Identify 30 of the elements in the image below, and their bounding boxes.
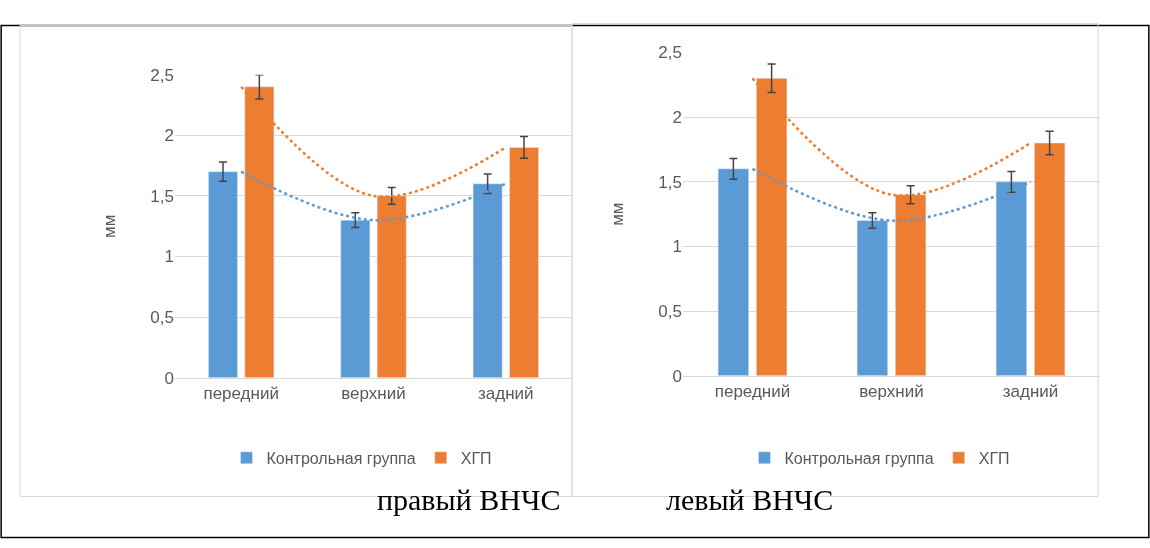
x-tick-label: передний	[714, 382, 791, 402]
x-tick-label: верхний	[341, 384, 406, 404]
bar	[208, 171, 238, 378]
y-tick-label: 0	[672, 366, 682, 386]
y-tick-label: 0,5	[658, 302, 682, 322]
text: правый ВНЧС	[377, 483, 561, 516]
y-axis-title: мм	[607, 202, 627, 226]
bar	[717, 168, 749, 376]
legend-label: ХГП	[978, 450, 1010, 468]
y-tick-label: 2,5	[658, 43, 682, 63]
text: левый ВНЧС	[666, 483, 834, 516]
x-tick-label: верхний	[859, 382, 924, 402]
legend-label: Контрольная группа	[266, 450, 416, 468]
y-axis-title: мм	[99, 214, 119, 238]
y-tick-label: 0	[164, 368, 174, 388]
legend-label: ХГП	[460, 450, 492, 468]
y-tick-label: 1	[164, 247, 174, 267]
y-tick-label: 1	[672, 237, 682, 257]
legend-label: Контрольная группа	[784, 450, 934, 468]
bar	[509, 147, 539, 378]
bar	[1034, 142, 1066, 376]
y-tick-label: 2	[164, 126, 174, 146]
x-tick-label: задний	[478, 384, 534, 404]
x-tick-label: задний	[1002, 382, 1059, 402]
y-tick-label: 0,5	[150, 308, 174, 328]
y-tick-label: 1,5	[150, 186, 174, 206]
y-tick-label: 1,5	[658, 172, 682, 192]
y-tick-label: 2	[672, 108, 682, 128]
x-tick-label: передний	[203, 384, 279, 404]
y-tick-label: 2,5	[150, 65, 174, 85]
